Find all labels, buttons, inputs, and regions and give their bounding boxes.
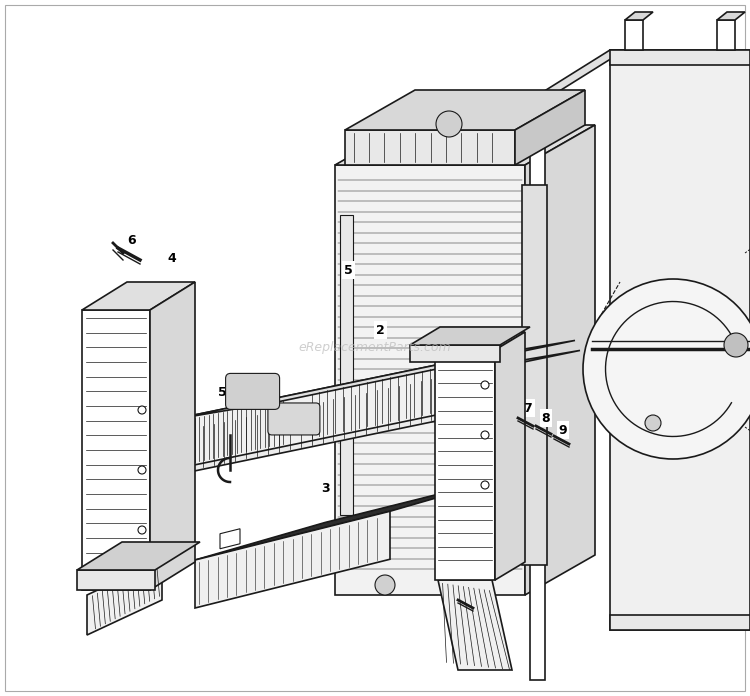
Text: 7: 7 xyxy=(524,402,532,415)
FancyBboxPatch shape xyxy=(268,403,320,435)
Text: eReplacementParts.com: eReplacementParts.com xyxy=(298,342,452,354)
Polygon shape xyxy=(175,369,470,475)
Circle shape xyxy=(138,466,146,474)
Polygon shape xyxy=(435,350,495,580)
Circle shape xyxy=(138,526,146,534)
Text: 10: 10 xyxy=(470,596,487,608)
Circle shape xyxy=(481,431,489,439)
FancyBboxPatch shape xyxy=(226,373,280,409)
Polygon shape xyxy=(335,165,525,595)
Polygon shape xyxy=(77,542,200,570)
Polygon shape xyxy=(610,615,750,630)
Circle shape xyxy=(583,279,750,459)
Text: 2: 2 xyxy=(376,324,384,336)
Polygon shape xyxy=(195,512,390,608)
Polygon shape xyxy=(522,185,547,565)
Text: 1: 1 xyxy=(486,345,494,358)
Polygon shape xyxy=(345,90,585,130)
Text: 3: 3 xyxy=(321,482,329,494)
Text: 4: 4 xyxy=(168,251,176,264)
Polygon shape xyxy=(150,282,195,590)
Polygon shape xyxy=(410,327,530,345)
Polygon shape xyxy=(87,560,162,635)
Polygon shape xyxy=(195,474,520,560)
Polygon shape xyxy=(82,282,195,310)
Polygon shape xyxy=(610,50,750,65)
Text: 9: 9 xyxy=(559,423,567,436)
Polygon shape xyxy=(717,12,745,20)
Polygon shape xyxy=(77,570,155,590)
Polygon shape xyxy=(435,332,525,350)
Polygon shape xyxy=(610,50,750,630)
Text: 8: 8 xyxy=(542,411,550,425)
Circle shape xyxy=(138,406,146,414)
Polygon shape xyxy=(335,125,595,165)
Polygon shape xyxy=(495,332,525,580)
Polygon shape xyxy=(530,50,625,100)
Polygon shape xyxy=(340,215,353,515)
Circle shape xyxy=(481,481,489,489)
Polygon shape xyxy=(220,529,240,548)
Polygon shape xyxy=(170,359,465,470)
Text: 6: 6 xyxy=(128,233,136,246)
Polygon shape xyxy=(410,345,500,362)
Polygon shape xyxy=(717,20,735,50)
Polygon shape xyxy=(525,125,595,595)
Circle shape xyxy=(724,333,748,357)
Polygon shape xyxy=(625,20,643,50)
Polygon shape xyxy=(530,100,545,680)
Circle shape xyxy=(645,415,661,431)
Circle shape xyxy=(375,575,395,595)
Text: 5: 5 xyxy=(217,386,226,399)
Text: 5: 5 xyxy=(344,264,352,276)
Polygon shape xyxy=(625,12,653,20)
Polygon shape xyxy=(175,350,580,430)
Polygon shape xyxy=(515,90,585,165)
Circle shape xyxy=(436,111,462,137)
Polygon shape xyxy=(82,310,150,590)
Polygon shape xyxy=(170,340,575,420)
Polygon shape xyxy=(345,130,515,165)
Polygon shape xyxy=(438,580,512,670)
Circle shape xyxy=(481,381,489,389)
